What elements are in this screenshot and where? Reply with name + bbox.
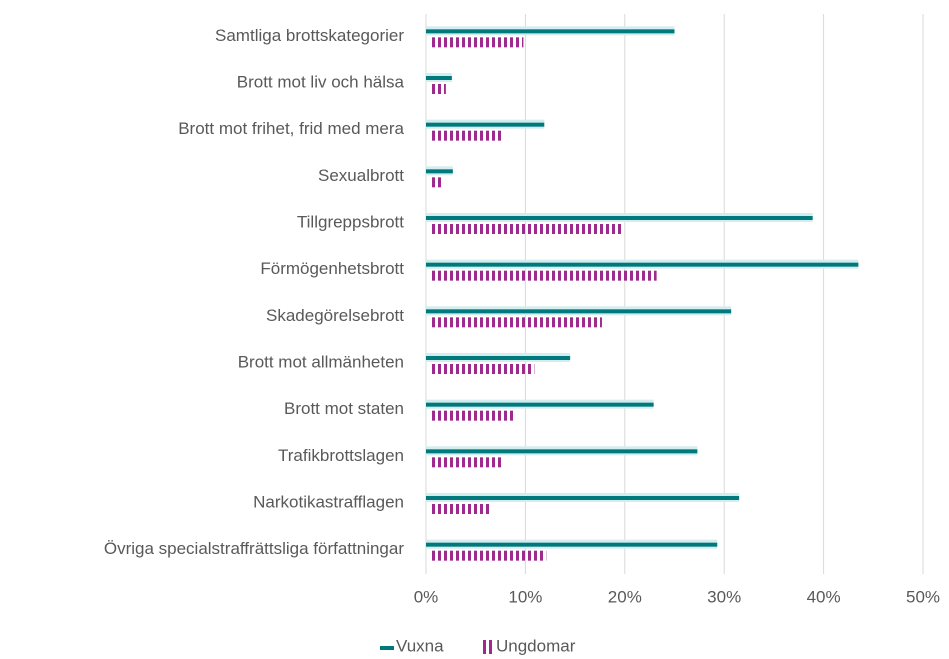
bar <box>426 76 452 80</box>
y-tick-label: Brott mot liv och hälsa <box>237 72 405 91</box>
bar <box>431 550 547 561</box>
x-tick-label: 20% <box>608 587 642 606</box>
x-tick-label: 50% <box>906 587 940 606</box>
bar <box>431 457 502 468</box>
bar <box>426 402 654 407</box>
bar <box>431 364 535 374</box>
y-tick-label: Tillgreppsbrott <box>297 212 404 231</box>
bar <box>426 122 545 127</box>
legend-label: Vuxna <box>396 636 444 655</box>
legend-swatch <box>380 646 394 650</box>
bar <box>431 270 657 281</box>
bar <box>431 317 602 328</box>
x-tick-label: 40% <box>807 587 841 606</box>
bar <box>426 29 675 34</box>
x-tick-label: 30% <box>707 587 741 606</box>
bar <box>431 84 446 94</box>
y-tick-label: Sexualbrott <box>318 166 404 185</box>
bar <box>426 496 740 500</box>
bar <box>431 224 623 234</box>
bar <box>426 262 859 267</box>
bar <box>431 504 491 514</box>
legend-swatch <box>483 640 486 654</box>
bar <box>431 130 502 141</box>
bar <box>431 410 515 421</box>
bar <box>426 169 453 174</box>
y-tick-label: Narkotikastrafflagen <box>253 492 404 511</box>
y-tick-label: Övriga specialstraffrättsliga författnin… <box>104 539 404 558</box>
y-tick-label: Brott mot allmänheten <box>238 352 404 371</box>
y-tick-label: Skadegörelsebrott <box>266 306 404 325</box>
bar <box>426 449 698 454</box>
bar <box>426 542 718 547</box>
x-tick-label: 10% <box>508 587 542 606</box>
legend-label: Ungdomar <box>496 636 576 655</box>
bar <box>426 216 813 220</box>
x-tick-label: 0% <box>414 587 439 606</box>
bar <box>426 356 571 360</box>
legend-swatch <box>489 640 492 654</box>
bar <box>426 309 732 314</box>
bar <box>431 37 524 48</box>
bar <box>431 177 444 188</box>
y-tick-label: Förmögenhetsbrott <box>260 259 404 278</box>
y-tick-label: Trafikbrottslagen <box>278 446 404 465</box>
y-tick-label: Brott mot frihet, frid med mera <box>178 119 404 138</box>
y-tick-label: Samtliga brottskategorier <box>215 26 404 45</box>
y-tick-label: Brott mot staten <box>284 399 404 418</box>
